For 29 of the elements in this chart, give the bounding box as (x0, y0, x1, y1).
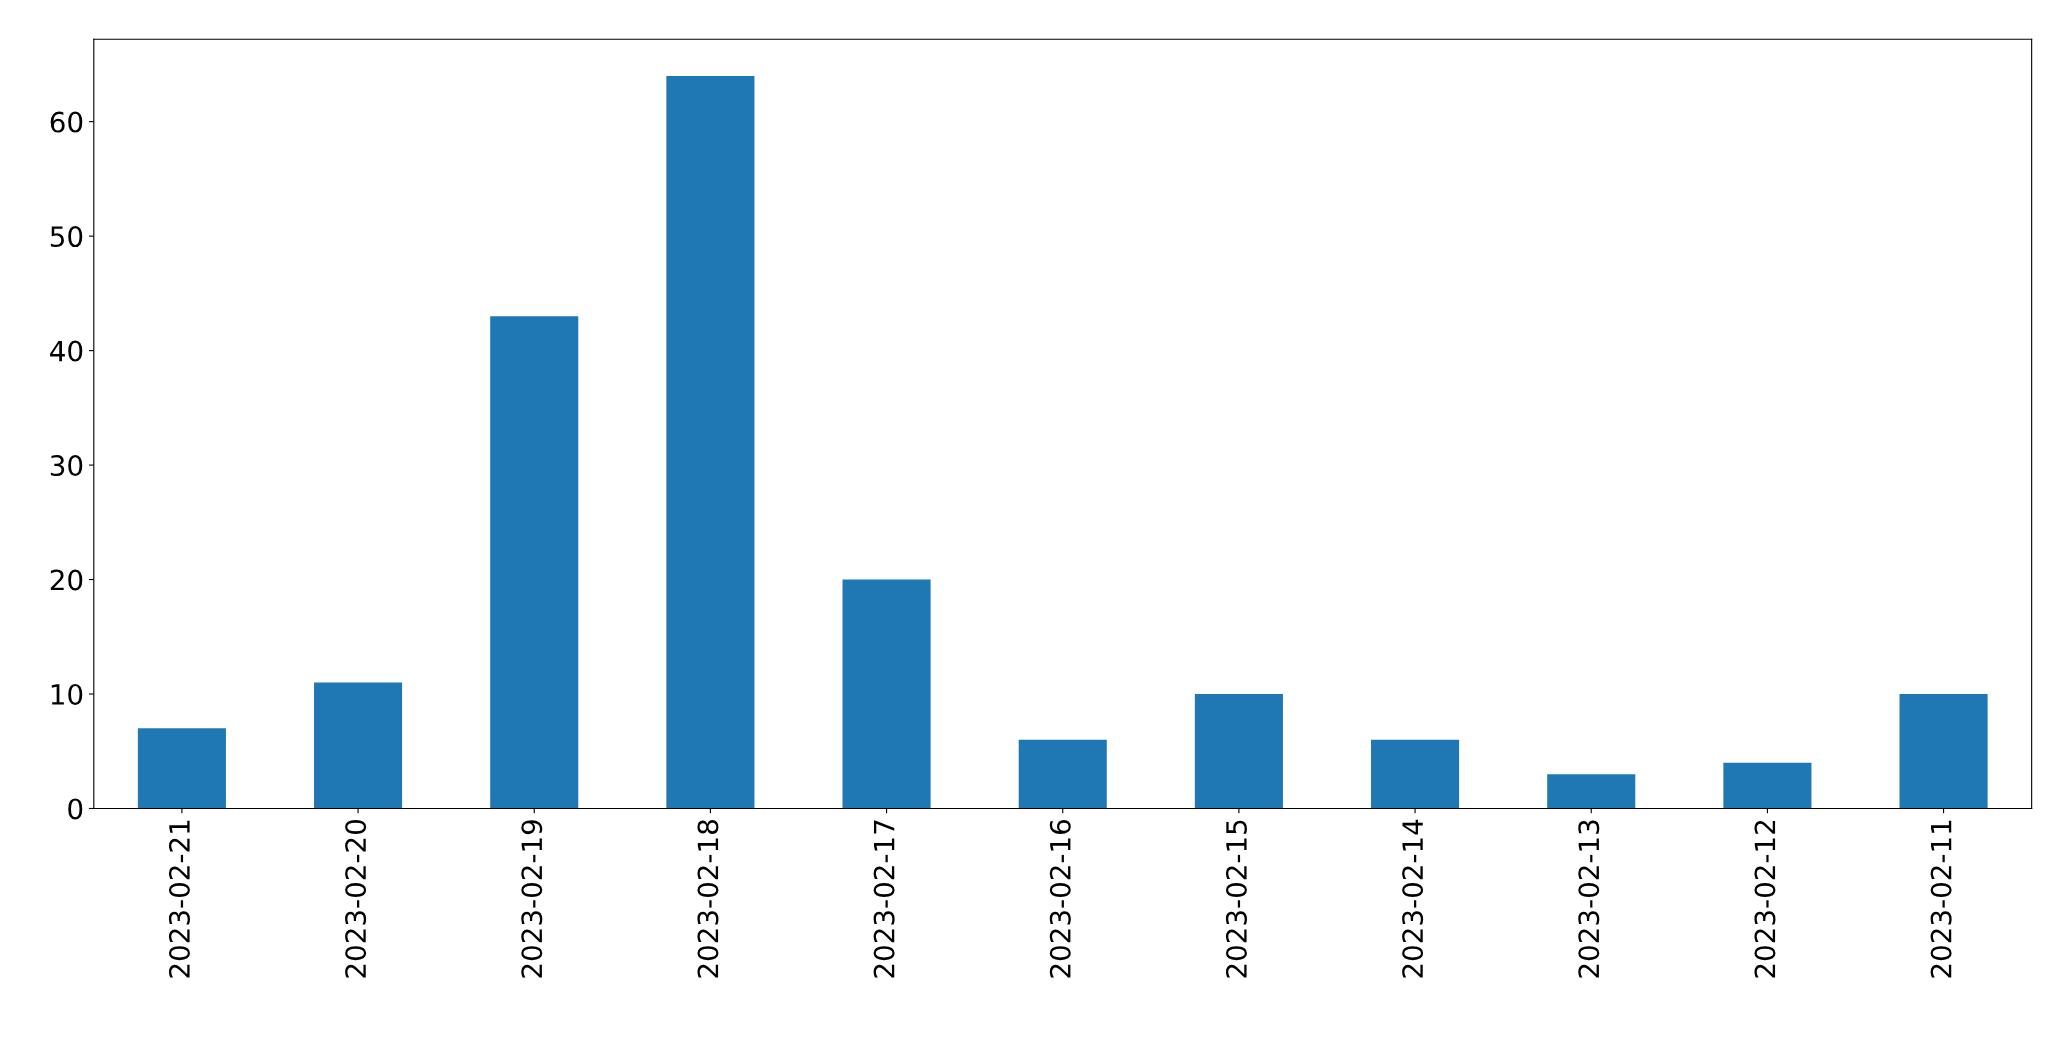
x-tick-label: 2023-02-11 (1930, 820, 1952, 978)
y-tick-label: 50 (50, 226, 83, 248)
x-tick-label: 2023-02-14 (1402, 819, 1424, 978)
bar (1371, 739, 1460, 809)
y-tick-label: 60 (50, 111, 83, 133)
bar (314, 682, 403, 809)
bar (1547, 774, 1636, 809)
x-tick-label: 2023-02-12 (1754, 820, 1776, 978)
bar (137, 728, 226, 809)
bar (490, 316, 579, 809)
y-tick-label: 10 (51, 683, 83, 705)
x-tick-label: 2023-02-19 (521, 820, 543, 978)
x-tick-label: 2023-02-15 (1225, 820, 1247, 978)
bar (1899, 694, 1988, 809)
x-tick-label: 2023-02-16 (1049, 819, 1071, 978)
bar (666, 75, 755, 809)
y-tick-label: 40 (50, 340, 83, 362)
bar (1018, 739, 1107, 809)
y-tick-label: 0 (68, 798, 83, 820)
x-tick-label: 2023-02-13 (1578, 820, 1600, 978)
x-tick-label: 2023-02-18 (697, 820, 719, 978)
x-tick-label: 2023-02-21 (168, 820, 190, 978)
y-tick-label: 30 (50, 455, 83, 477)
x-tick-label: 2023-02-17 (873, 820, 895, 978)
bar (1194, 694, 1283, 809)
bar (1723, 762, 1812, 809)
bar (842, 579, 931, 809)
x-tick-label: 2023-02-20 (345, 820, 367, 978)
y-tick-label: 20 (50, 569, 83, 591)
